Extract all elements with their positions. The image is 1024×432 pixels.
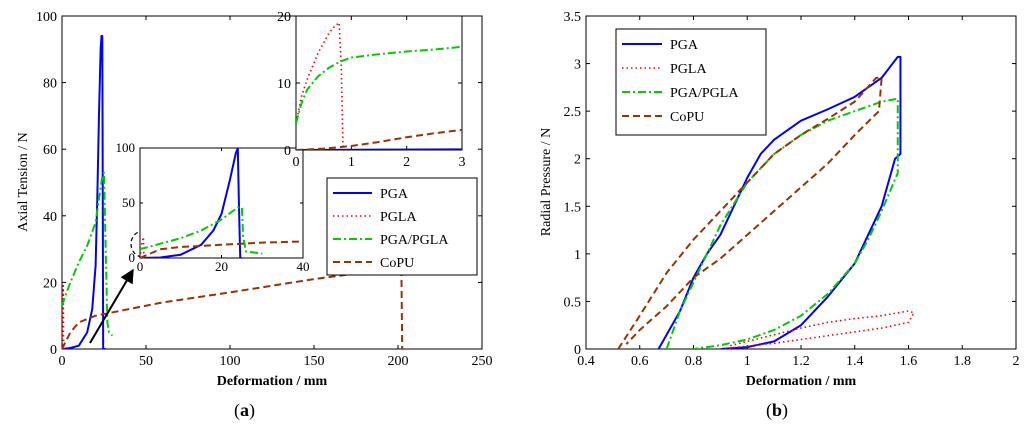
zoom-arrow-1 — [89, 268, 134, 344]
inset-small-xtick-label-3: 3 — [459, 155, 466, 170]
a-ytick-label-3: 60 — [43, 143, 57, 158]
a-xtick-label-0: 0 — [59, 354, 66, 369]
a-ytick-label-1: 20 — [43, 276, 57, 291]
legend-a-label-pga: PGA — [380, 187, 409, 202]
b-ytick-label-7: 3.5 — [564, 10, 582, 25]
b-ytick-label-6: 3 — [574, 58, 581, 73]
inset-mid-frame — [139, 147, 304, 259]
b-xtick-label-3: 1 — [744, 354, 751, 369]
legend-a-frame — [326, 177, 478, 276]
a-xtick-label-5: 250 — [472, 354, 493, 369]
inset-small-series-pga — [296, 148, 462, 150]
caption-a-open: ( — [234, 400, 240, 421]
inset-small-xtick-label-2: 2 — [403, 155, 410, 170]
caption-b-open: ( — [766, 400, 772, 421]
legend-b-label-pgla: PGLA — [670, 62, 707, 77]
b-ytick-label-4: 2 — [574, 153, 581, 168]
caption-b-close: ) — [782, 400, 788, 421]
b-xtick-label-5: 1.4 — [846, 354, 864, 369]
inset-small-series-pgapgla — [296, 45, 462, 124]
caption-b: (b) — [766, 400, 788, 421]
x-axis-label-b: Deformation / mm — [746, 374, 857, 389]
legend-a-label-pgla: PGLA — [380, 210, 417, 225]
inset-mid-ticks: 0 20 40 0 50 100 — [116, 140, 310, 274]
legend-a-label-copu: CoPU — [380, 256, 414, 271]
caption-a: (a) — [234, 400, 255, 421]
inset-mid-xtick-label-1: 20 — [215, 259, 228, 274]
b-xtick-label-7: 1.8 — [954, 354, 972, 369]
a-series-pga — [62, 34, 106, 349]
a-xtick-label-1: 50 — [139, 354, 153, 369]
b-xtick-label-0: 0.4 — [577, 354, 595, 369]
inset-small-ytick-label-1: 10 — [277, 77, 291, 92]
legend-b-label-pga: PGA — [670, 38, 699, 53]
inset-small-series-pgla — [296, 21, 344, 150]
inset-mid-ytick-label-0: 0 — [129, 250, 136, 265]
caption-b-letter: b — [772, 400, 782, 420]
inset-mid-xtick-label-2: 40 — [297, 259, 310, 274]
a-ytick-label-5: 100 — [36, 10, 57, 25]
inset-small-xtick-label-1: 1 — [348, 155, 355, 170]
chart-panel-b: 0.4 0.6 0.8 1 1.2 1.4 1.6 1.8 200.511.522.533.5 … — [539, 10, 1020, 421]
inset-mid-ytick-label-2: 100 — [116, 140, 136, 155]
inset-mid-series-pgapgla — [140, 206, 263, 255]
legend-b: PGA PGLA PGA/PGLA CoPU — [615, 28, 767, 136]
y-axis-label-b: Radial Pressure / N — [539, 128, 554, 236]
legend-b-label-pgapgla: PGA/PGLA — [670, 86, 739, 101]
inset-small-series — [296, 21, 462, 150]
inset-mid-series-pgla — [140, 236, 145, 258]
inset-mid-series-pga — [140, 148, 242, 258]
a-xtick-label-2: 100 — [220, 354, 241, 369]
legend-b-label-copu: CoPU — [670, 110, 704, 125]
a-ytick-label-0: 0 — [50, 343, 57, 358]
a-ytick-label-4: 80 — [43, 77, 57, 92]
a-xtick-label-3: 150 — [304, 354, 325, 369]
b-ytick-label-3: 1.5 — [564, 200, 582, 215]
legend-a-label-pgapgla: PGA/PGLA — [380, 233, 449, 248]
b-xtick-label-8: 2 — [1013, 354, 1020, 369]
inset-small-ytick-label-0: 0 — [284, 144, 291, 159]
series-group-b — [617, 55, 915, 349]
b-ytick-label-0: 0 — [574, 343, 581, 358]
inset-small-ytick-label-2: 20 — [277, 10, 291, 25]
b-ytick-label-5: 2.5 — [564, 105, 582, 120]
axis-ticks-b: 0.4 0.6 0.8 1 1.2 1.4 1.6 1.8 2 0 0.5 1 1.5 2 2.5 3 3.5 — [564, 10, 1020, 369]
a-ytick-label-2: 40 — [43, 210, 57, 225]
b-xtick-label-4: 1.2 — [792, 354, 810, 369]
y-axis-label-a: Axial Tension / N — [16, 132, 31, 231]
b-xtick-label-2: 0.8 — [685, 354, 703, 369]
inset-zoom-small: 0 1 2 3 0 10 20 — [277, 10, 466, 170]
inset-small-series-copu — [296, 128, 462, 150]
legend-a: PGA PGLA PGA/PGLA CoPU — [326, 177, 478, 276]
b-xtick-label-1: 0.6 — [631, 354, 649, 369]
b-ytick-label-2: 1 — [574, 248, 581, 263]
inset-zoom-mid: 0 20 40 0 50 100 — [116, 140, 310, 274]
a-series-pgapgla — [62, 171, 114, 337]
caption-a-close: ) — [249, 400, 255, 421]
b-xtick-label-6: 1.6 — [900, 354, 918, 369]
inset-small-frame — [295, 15, 463, 151]
a-series-pgla — [62, 284, 65, 349]
x-axis-label-a: Deformation / mm — [217, 374, 328, 389]
inset-mid-ytick-label-1: 50 — [122, 195, 135, 210]
caption-a-letter: a — [240, 400, 249, 420]
b-ytick-label-1: 0.5 — [564, 295, 582, 310]
inset-mid-xtick-label-0: 0 — [137, 259, 144, 274]
inset-small-xtick-label-0: 0 — [293, 155, 300, 170]
inset-mid-series — [140, 148, 303, 258]
legend-b-frame — [615, 28, 767, 136]
b-series-pgapgla — [665, 97, 899, 349]
b-series-copu — [617, 76, 883, 349]
a-xtick-label-4: 200 — [388, 354, 409, 369]
b-series-pgla — [720, 310, 915, 349]
